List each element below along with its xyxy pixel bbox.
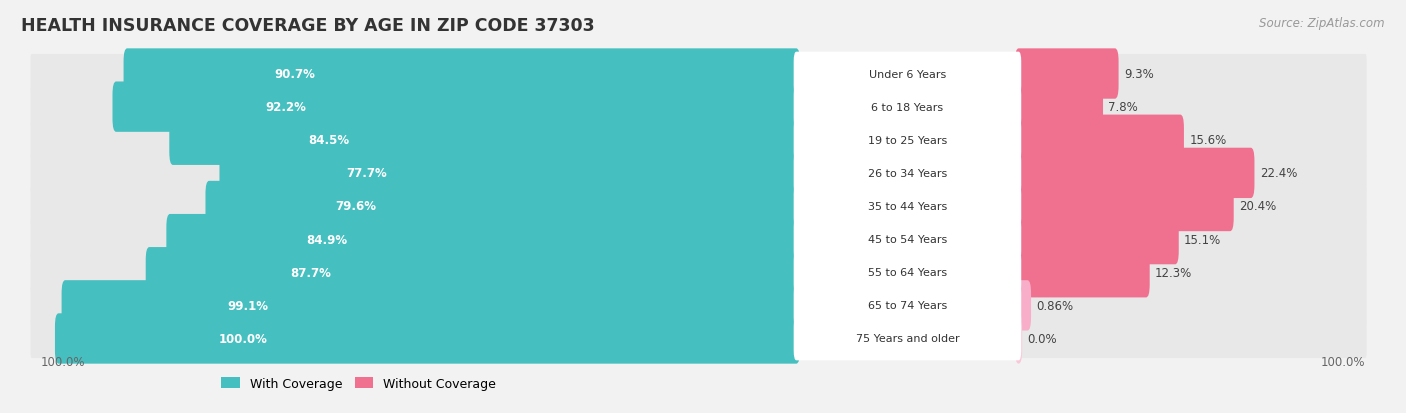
FancyBboxPatch shape xyxy=(31,55,1367,94)
FancyBboxPatch shape xyxy=(205,181,800,232)
Legend: With Coverage, Without Coverage: With Coverage, Without Coverage xyxy=(217,372,501,395)
FancyBboxPatch shape xyxy=(31,121,1367,160)
FancyBboxPatch shape xyxy=(31,220,1367,259)
FancyBboxPatch shape xyxy=(1015,214,1178,265)
Text: 7.8%: 7.8% xyxy=(1108,101,1137,114)
FancyBboxPatch shape xyxy=(793,52,1021,96)
FancyBboxPatch shape xyxy=(1015,313,1022,364)
FancyBboxPatch shape xyxy=(1015,49,1119,100)
FancyBboxPatch shape xyxy=(1015,280,1031,331)
Text: 9.3%: 9.3% xyxy=(1123,68,1154,81)
Text: 100.0%: 100.0% xyxy=(218,332,267,345)
Text: 92.2%: 92.2% xyxy=(266,101,307,114)
Text: Under 6 Years: Under 6 Years xyxy=(869,69,946,79)
Text: 15.6%: 15.6% xyxy=(1189,134,1226,147)
Text: HEALTH INSURANCE COVERAGE BY AGE IN ZIP CODE 37303: HEALTH INSURANCE COVERAGE BY AGE IN ZIP … xyxy=(21,17,595,34)
Text: 45 to 54 Years: 45 to 54 Years xyxy=(868,235,948,244)
FancyBboxPatch shape xyxy=(62,280,800,331)
Text: 0.0%: 0.0% xyxy=(1028,332,1057,345)
Text: Source: ZipAtlas.com: Source: ZipAtlas.com xyxy=(1260,17,1385,29)
FancyBboxPatch shape xyxy=(219,148,800,199)
Text: 87.7%: 87.7% xyxy=(291,266,332,279)
Text: 75 Years and older: 75 Years and older xyxy=(856,334,959,344)
Text: 6 to 18 Years: 6 to 18 Years xyxy=(872,102,943,112)
Text: 20.4%: 20.4% xyxy=(1239,200,1277,213)
FancyBboxPatch shape xyxy=(31,286,1367,325)
FancyBboxPatch shape xyxy=(793,185,1021,228)
Text: 79.6%: 79.6% xyxy=(336,200,377,213)
FancyBboxPatch shape xyxy=(793,251,1021,294)
FancyBboxPatch shape xyxy=(31,187,1367,226)
FancyBboxPatch shape xyxy=(112,82,800,133)
Text: 55 to 64 Years: 55 to 64 Years xyxy=(868,268,948,278)
Text: 84.9%: 84.9% xyxy=(307,233,347,246)
Text: 100.0%: 100.0% xyxy=(41,355,86,368)
FancyBboxPatch shape xyxy=(793,85,1021,129)
FancyBboxPatch shape xyxy=(793,119,1021,162)
FancyBboxPatch shape xyxy=(1015,82,1104,133)
FancyBboxPatch shape xyxy=(793,284,1021,328)
FancyBboxPatch shape xyxy=(1015,148,1254,199)
Text: 35 to 44 Years: 35 to 44 Years xyxy=(868,202,948,211)
Text: 26 to 34 Years: 26 to 34 Years xyxy=(868,169,948,178)
Text: 0.86%: 0.86% xyxy=(1036,299,1074,312)
FancyBboxPatch shape xyxy=(31,253,1367,292)
FancyBboxPatch shape xyxy=(55,313,800,364)
FancyBboxPatch shape xyxy=(1015,181,1233,232)
Text: 77.7%: 77.7% xyxy=(346,167,387,180)
FancyBboxPatch shape xyxy=(793,317,1021,361)
FancyBboxPatch shape xyxy=(793,152,1021,195)
Text: 65 to 74 Years: 65 to 74 Years xyxy=(868,301,948,311)
Text: 22.4%: 22.4% xyxy=(1260,167,1298,180)
FancyBboxPatch shape xyxy=(1015,247,1150,298)
Text: 99.1%: 99.1% xyxy=(228,299,269,312)
FancyBboxPatch shape xyxy=(1015,115,1184,166)
FancyBboxPatch shape xyxy=(169,115,800,166)
Text: 100.0%: 100.0% xyxy=(1320,355,1365,368)
FancyBboxPatch shape xyxy=(31,319,1367,358)
FancyBboxPatch shape xyxy=(31,154,1367,193)
FancyBboxPatch shape xyxy=(31,88,1367,127)
Text: 19 to 25 Years: 19 to 25 Years xyxy=(868,135,948,145)
Text: 12.3%: 12.3% xyxy=(1156,266,1192,279)
Text: 84.5%: 84.5% xyxy=(308,134,349,147)
Text: 15.1%: 15.1% xyxy=(1184,233,1222,246)
FancyBboxPatch shape xyxy=(124,49,800,100)
FancyBboxPatch shape xyxy=(166,214,800,265)
Text: 90.7%: 90.7% xyxy=(274,68,315,81)
FancyBboxPatch shape xyxy=(146,247,800,298)
FancyBboxPatch shape xyxy=(793,218,1021,261)
